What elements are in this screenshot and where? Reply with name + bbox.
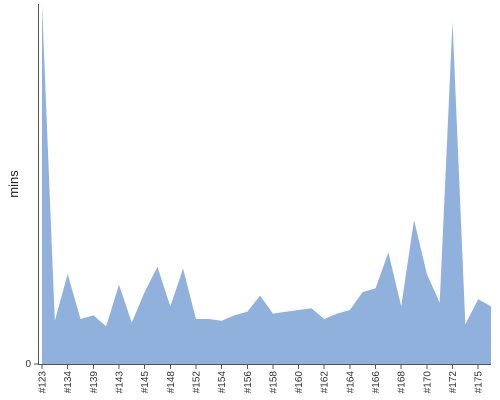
x-tick-label: #166 (371, 371, 382, 394)
x-tick-label: #170 (422, 371, 433, 394)
data-point (285, 311, 287, 313)
data-point (259, 295, 261, 297)
data-point (131, 322, 133, 324)
data-point (92, 314, 94, 316)
data-point (79, 318, 81, 320)
data-point (439, 302, 441, 304)
data-point (246, 311, 248, 313)
data-point (272, 313, 274, 315)
data-point (67, 273, 69, 275)
y-axis-title: mins (6, 170, 21, 198)
data-point (182, 268, 184, 270)
data-point (54, 320, 56, 322)
x-tick-label: #164 (345, 371, 356, 394)
y-axis: 0 (25, 4, 39, 370)
data-point (464, 323, 466, 325)
data-point (298, 309, 300, 311)
x-tick-label: #172 (448, 371, 459, 394)
data-point (400, 305, 402, 307)
data-point (144, 291, 146, 293)
data-point (477, 298, 479, 300)
x-tick-label: #148 (166, 371, 177, 394)
x-tick-label: #154 (217, 371, 228, 394)
x-tick-label: #158 (268, 371, 279, 394)
x-tick-label: #168 (397, 371, 408, 394)
data-point (452, 21, 454, 23)
data-point (233, 314, 235, 316)
data-point (118, 284, 120, 286)
data-point (195, 318, 197, 320)
x-tick-label: #139 (89, 371, 100, 394)
x-tick-label: #152 (191, 371, 202, 394)
y-tick-label: 0 (25, 359, 31, 370)
x-tick-label: #162 (320, 371, 331, 394)
data-point (426, 273, 428, 275)
x-tick-label: #175 (474, 371, 485, 394)
x-tick-label: #156 (243, 371, 254, 394)
x-tick-label: #145 (140, 371, 151, 394)
data-point (375, 287, 377, 289)
data-point (323, 318, 325, 320)
data-point (169, 305, 171, 307)
data-point (490, 305, 492, 307)
x-tick-label: #134 (63, 371, 74, 394)
x-axis: #123 #134 #139 #143 #145 #148 #152 #154 #156 #158… (38, 364, 491, 394)
data-point (336, 313, 338, 315)
data-point (221, 320, 223, 322)
plot-area (41, 3, 492, 364)
data-point (362, 291, 364, 293)
x-tick-label: #143 (114, 371, 125, 394)
data-point (105, 325, 107, 327)
data-point (349, 309, 351, 311)
data-point (208, 318, 210, 320)
x-tick-label: #160 (294, 371, 305, 394)
data-point (387, 251, 389, 253)
x-tick-label: #123 (38, 371, 49, 394)
data-point (156, 266, 158, 268)
series-area (42, 4, 491, 364)
data-point (41, 3, 43, 5)
data-point (310, 307, 312, 309)
data-point (413, 219, 415, 221)
